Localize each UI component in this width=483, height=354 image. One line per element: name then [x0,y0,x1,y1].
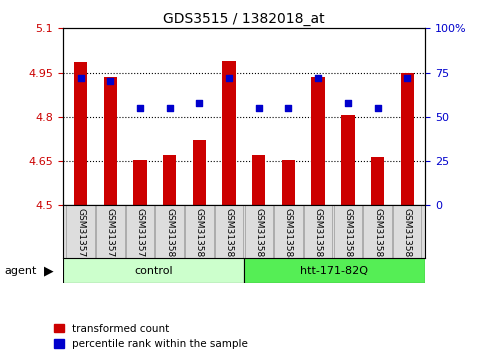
Bar [104,77,117,205]
FancyBboxPatch shape [393,205,422,258]
Point [314,75,322,81]
Text: GSM313582: GSM313582 [225,208,234,263]
Bar [400,73,414,205]
Point [106,79,114,84]
Point [255,105,263,111]
FancyBboxPatch shape [126,205,154,258]
Text: GSM313583: GSM313583 [254,208,263,263]
Text: GSM313586: GSM313586 [343,208,352,263]
Bar [133,160,147,205]
Text: control: control [134,266,172,276]
Bar [312,77,325,205]
FancyBboxPatch shape [185,205,213,258]
Text: GSM313588: GSM313588 [403,208,412,263]
Text: GSM313581: GSM313581 [195,208,204,263]
FancyBboxPatch shape [244,258,425,283]
FancyBboxPatch shape [334,205,362,258]
Point [166,105,173,111]
Point [225,75,233,81]
Bar [252,155,266,205]
Point [284,105,292,111]
FancyBboxPatch shape [363,205,392,258]
Text: GSM313577: GSM313577 [76,208,85,263]
Text: GSM313578: GSM313578 [106,208,115,263]
Point [196,100,203,105]
Text: GSM313579: GSM313579 [136,208,144,263]
Bar [74,62,87,205]
Point [77,75,85,81]
Text: GSM313580: GSM313580 [165,208,174,263]
Bar [371,157,384,205]
Point [403,75,411,81]
FancyBboxPatch shape [96,205,125,258]
FancyBboxPatch shape [156,205,184,258]
Bar [282,160,295,205]
Title: GDS3515 / 1382018_at: GDS3515 / 1382018_at [163,12,325,26]
Point [136,105,144,111]
FancyBboxPatch shape [66,205,95,258]
Text: ▶: ▶ [43,264,53,277]
Bar [163,155,176,205]
Text: htt-171-82Q: htt-171-82Q [300,266,369,276]
Legend: transformed count, percentile rank within the sample: transformed count, percentile rank withi… [54,324,248,349]
Point [374,105,382,111]
FancyBboxPatch shape [304,205,332,258]
FancyBboxPatch shape [274,205,303,258]
Text: agent: agent [5,266,37,276]
Bar [341,115,355,205]
Bar [193,141,206,205]
FancyBboxPatch shape [215,205,243,258]
Text: GSM313587: GSM313587 [373,208,382,263]
FancyBboxPatch shape [63,258,244,283]
Text: GSM313584: GSM313584 [284,208,293,263]
Bar [222,61,236,205]
Text: GSM313585: GSM313585 [313,208,323,263]
FancyBboxPatch shape [244,205,273,258]
Point [344,100,352,105]
